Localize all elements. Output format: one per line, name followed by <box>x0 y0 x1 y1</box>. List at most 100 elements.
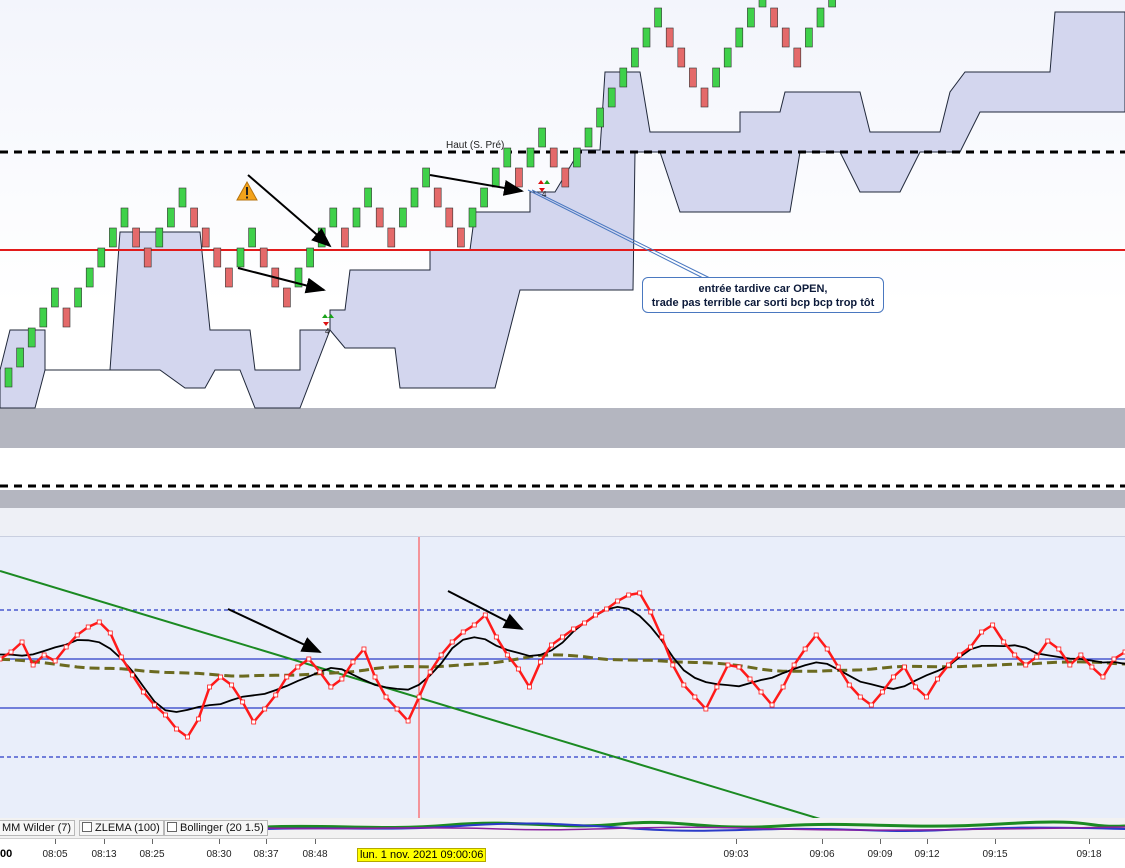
renko-brick-up <box>828 0 836 8</box>
renko-brick-up <box>631 47 639 68</box>
time-axis-tick <box>315 839 316 844</box>
renko-brick-down <box>677 47 686 68</box>
oscillator-point <box>659 634 665 640</box>
renko-brick-up <box>526 147 535 168</box>
oscillator-point <box>129 672 135 678</box>
time-axis-tick-label: 09:06 <box>809 849 835 860</box>
time-axis-tick-label: 09:09 <box>867 849 893 860</box>
renko-chart[interactable]: 4 4 <box>0 0 1125 508</box>
renko-brick-up <box>97 247 106 268</box>
trade-tag: 4 <box>325 327 330 336</box>
time-axis-tick-label: 09:12 <box>914 849 940 860</box>
oscillator-point <box>648 609 654 615</box>
checkbox-icon[interactable] <box>82 822 92 832</box>
renko-brick-down <box>132 227 140 248</box>
time-axis-tick-label: 09:18 <box>1076 849 1102 860</box>
oscillator-point <box>979 629 985 635</box>
oscillator-point <box>1001 639 1007 645</box>
oscillator-point <box>946 662 951 668</box>
renko-brick-down <box>665 27 674 48</box>
oscillator-point <box>758 689 764 695</box>
oscillator-point <box>361 646 367 652</box>
legend-item-zlema[interactable]: ZLEMA (100) <box>79 820 164 836</box>
renko-brick-up <box>4 367 13 388</box>
oscillator-point <box>593 612 598 618</box>
time-axis-tick-label: 08:05 <box>42 849 68 860</box>
trend-line[interactable] <box>0 570 821 820</box>
oscillator-point <box>339 676 345 682</box>
oscillator-point <box>582 620 587 626</box>
oscillator-point <box>317 669 323 675</box>
oscillator-line <box>0 591 1125 739</box>
time-axis[interactable]: 00 lun. 1 nov. 2021 09:00:06 08:05 08:13 0… <box>0 838 1125 868</box>
renko-brick-down <box>62 307 71 328</box>
renko-brick-up <box>16 347 24 368</box>
date-marker[interactable]: lun. 1 nov. 2021 09:00:06 <box>357 848 487 862</box>
callout-pointer <box>527 189 706 280</box>
arrow-annotation-2 <box>237 267 326 294</box>
oscillator-point <box>251 719 257 725</box>
renko-brick-up <box>480 187 488 208</box>
oscillator-point <box>1012 652 1018 658</box>
trade-marker-2[interactable]: 4 <box>538 180 550 199</box>
renko-brick-up <box>399 207 407 228</box>
arrow-annotation-4 <box>227 608 322 653</box>
oscillator-point <box>1111 656 1117 662</box>
oscillator-point <box>85 624 91 630</box>
oscillator-point <box>427 669 433 675</box>
time-axis-tick-label: 08:13 <box>91 849 117 860</box>
renko-brick-up <box>85 267 94 288</box>
oscillator-point <box>604 606 610 612</box>
price-panel[interactable]: 4 4 Haut (S. Pré) entrée tardive car OPE… <box>0 0 1125 508</box>
oscillator-point <box>692 694 698 700</box>
renko-brick-up <box>410 187 419 208</box>
oscillator-point <box>74 632 80 638</box>
renko-brick-down <box>515 167 523 188</box>
oscillator-point <box>670 662 676 668</box>
time-axis-tick-label: 08:37 <box>253 849 279 860</box>
oscillator-point <box>107 630 113 636</box>
renko-brick-up <box>723 47 732 68</box>
time-axis-tick-label: 08:48 <box>302 849 328 860</box>
level-label: Haut (S. Pré) <box>446 140 505 151</box>
renko-brick-up <box>364 187 372 208</box>
renko-brick-up <box>39 307 48 328</box>
renko-brick-up <box>584 127 593 148</box>
oscillator-point <box>350 659 356 665</box>
oscillator-panel[interactable] <box>0 536 1125 820</box>
oscillator-point <box>185 734 190 740</box>
oscillator-point <box>262 706 268 712</box>
checkbox-icon[interactable] <box>167 822 177 832</box>
oscillator-point <box>1078 652 1084 658</box>
annotation-callout[interactable]: entrée tardive car OPEN, trade pas terri… <box>642 277 884 313</box>
oscillator-point <box>460 629 466 635</box>
callout-pointer <box>531 189 713 280</box>
arrow-annotation-1 <box>247 174 332 248</box>
time-axis-tick <box>266 839 267 844</box>
renko-brick-down <box>201 227 210 248</box>
oscillator-point <box>19 639 25 645</box>
zlema-line <box>0 653 1125 678</box>
renko-brick-up <box>155 227 164 248</box>
oscillator-point <box>96 619 102 625</box>
legend-item-mm-wilder[interactable]: MM Wilder (7) <box>0 820 76 836</box>
oscillator-point <box>846 682 852 688</box>
renko-brick-down <box>793 47 802 68</box>
renko-brick-up <box>805 27 813 48</box>
trade-marker-1[interactable]: 4 <box>322 314 334 336</box>
arrow-annotation-3 <box>429 174 524 196</box>
oscillator-point <box>471 622 477 628</box>
annotation-line-1: entrée tardive car OPEN, <box>698 283 828 295</box>
legend-item-bollinger[interactable]: Bollinger (20 1.5) <box>164 820 268 836</box>
warning-icon[interactable] <box>236 181 258 201</box>
renko-brick-up <box>747 7 755 28</box>
mini-indicator-strip <box>264 820 1125 832</box>
oscillator-point <box>416 694 422 700</box>
oscillator-point <box>968 644 973 650</box>
oscillator-chart[interactable] <box>0 537 1125 820</box>
panel-separator[interactable] <box>0 508 1125 536</box>
oscillator-point <box>449 639 455 645</box>
renko-brick-down <box>283 287 291 308</box>
renko-brick-down <box>375 207 384 228</box>
renko-brick-up <box>538 127 546 148</box>
